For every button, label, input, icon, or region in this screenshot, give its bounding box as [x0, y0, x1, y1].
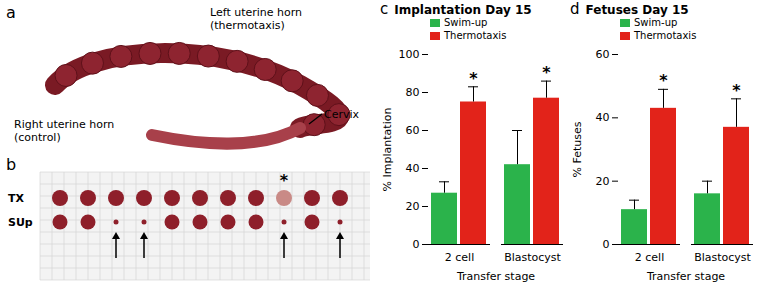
svg-text:2 cell: 2 cell	[635, 251, 664, 264]
svg-text:60: 60	[596, 48, 610, 61]
svg-text:b: b	[6, 155, 16, 174]
html-text:Swim-up: Swim-up	[444, 17, 488, 28]
svg-text:*: *	[542, 63, 551, 82]
svg-text:*: *	[659, 71, 668, 90]
svg-text:40: 40	[406, 162, 420, 175]
svg-text:Transfer stage: Transfer stage	[646, 270, 725, 283]
svg-text:Transfer stage: Transfer stage	[456, 270, 535, 283]
svg-text:Blastocyst: Blastocyst	[504, 251, 561, 264]
svg-text:*: *	[732, 81, 741, 100]
svg-text:*: *	[469, 69, 478, 88]
svg-text:40: 40	[596, 111, 610, 124]
svg-text:Right uterine horn(control): Right uterine horn(control)	[14, 118, 114, 144]
svg-text:20: 20	[406, 200, 420, 213]
html-text:c Implantation Day 15: c Implantation Day 15	[380, 0, 532, 18]
svg-text:Blastocyst: Blastocyst	[694, 251, 751, 264]
svg-text:100: 100	[399, 48, 420, 61]
svg-text:20: 20	[596, 175, 610, 188]
svg-text:TX: TX	[8, 192, 25, 205]
html-text:Thermotaxis: Thermotaxis	[634, 30, 697, 41]
svg-text:Left uterine horn(thermotaxis): Left uterine horn(thermotaxis)	[210, 6, 302, 32]
svg-text:*: *	[280, 171, 289, 190]
svg-text:a: a	[6, 3, 16, 22]
svg-text:% Implantation: % Implantation	[381, 108, 394, 192]
svg-text:Cervix: Cervix	[324, 108, 360, 121]
svg-text:% Fetuses: % Fetuses	[571, 121, 584, 177]
svg-text:2 cell: 2 cell	[445, 251, 474, 264]
svg-text:0: 0	[413, 238, 420, 251]
svg-text:SUp: SUp	[8, 216, 33, 229]
svg-text:0: 0	[603, 238, 610, 251]
svg-text:60: 60	[406, 124, 420, 137]
html-text:d Fetuses Day 15: d Fetuses Day 15	[570, 0, 689, 18]
html-text:Swim-up: Swim-up	[634, 17, 678, 28]
svg-text:80: 80	[406, 86, 420, 99]
html-text:Thermotaxis: Thermotaxis	[444, 30, 507, 41]
